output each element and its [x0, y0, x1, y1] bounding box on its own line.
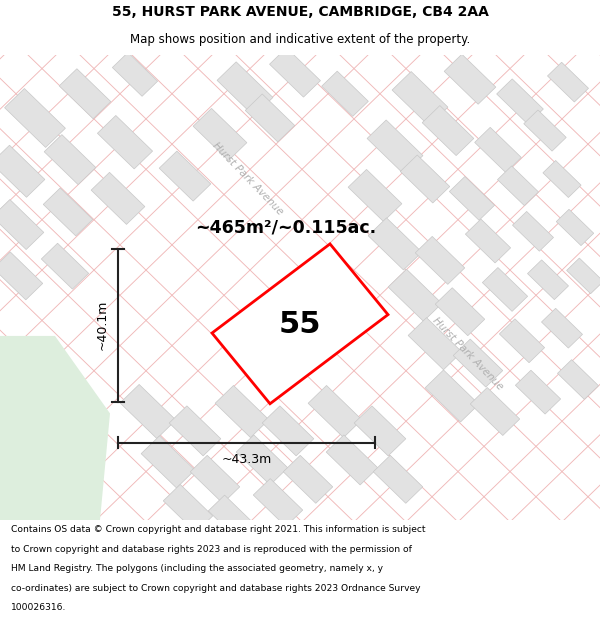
Polygon shape — [283, 456, 333, 503]
Text: Map shows position and indicative extent of the property.: Map shows position and indicative extent… — [130, 33, 470, 46]
Polygon shape — [541, 308, 583, 348]
Polygon shape — [543, 161, 581, 198]
Text: 100026316.: 100026316. — [11, 603, 66, 612]
Polygon shape — [556, 209, 594, 246]
Text: to Crown copyright and database rights 2023 and is reproduced with the permissio: to Crown copyright and database rights 2… — [11, 544, 412, 554]
Polygon shape — [269, 48, 320, 97]
Text: co-ordinates) are subject to Crown copyright and database rights 2023 Ordnance S: co-ordinates) are subject to Crown copyr… — [11, 584, 420, 592]
Polygon shape — [354, 406, 406, 456]
Polygon shape — [524, 110, 566, 151]
Text: ~465m²/~0.115ac.: ~465m²/~0.115ac. — [195, 218, 376, 236]
Polygon shape — [557, 359, 599, 399]
Polygon shape — [245, 94, 295, 142]
Polygon shape — [466, 219, 511, 263]
Polygon shape — [527, 260, 569, 299]
Polygon shape — [322, 71, 368, 116]
Polygon shape — [408, 318, 462, 370]
Polygon shape — [470, 388, 520, 436]
Polygon shape — [59, 69, 111, 119]
Polygon shape — [236, 435, 288, 485]
Text: ~43.3m: ~43.3m — [221, 454, 272, 466]
Polygon shape — [215, 386, 269, 438]
Polygon shape — [0, 336, 110, 520]
Polygon shape — [91, 173, 145, 224]
Polygon shape — [566, 258, 600, 294]
Polygon shape — [499, 319, 545, 362]
Polygon shape — [326, 435, 378, 485]
Polygon shape — [141, 436, 195, 488]
Polygon shape — [44, 134, 96, 184]
Polygon shape — [400, 155, 450, 203]
Polygon shape — [425, 370, 479, 422]
Polygon shape — [422, 106, 474, 156]
Polygon shape — [368, 218, 422, 270]
Polygon shape — [0, 199, 44, 249]
Polygon shape — [5, 89, 65, 148]
Polygon shape — [193, 108, 247, 161]
Polygon shape — [449, 176, 494, 220]
Text: Hurst Park Avenue: Hurst Park Avenue — [431, 315, 505, 392]
Polygon shape — [159, 151, 211, 201]
Polygon shape — [482, 268, 527, 311]
Polygon shape — [392, 71, 448, 126]
Polygon shape — [43, 188, 93, 236]
Polygon shape — [41, 243, 89, 289]
Polygon shape — [367, 120, 423, 174]
Polygon shape — [208, 495, 256, 541]
Polygon shape — [169, 406, 221, 456]
Polygon shape — [497, 166, 539, 206]
Polygon shape — [515, 370, 560, 414]
Polygon shape — [217, 62, 273, 116]
Text: 55: 55 — [279, 310, 321, 339]
Text: 55, HURST PARK AVENUE, CAMBRIDGE, CB4 2AA: 55, HURST PARK AVENUE, CAMBRIDGE, CB4 2A… — [112, 5, 488, 19]
Polygon shape — [512, 211, 554, 251]
Text: Hurst Park Avenue: Hurst Park Avenue — [211, 141, 285, 218]
Polygon shape — [388, 269, 442, 321]
Polygon shape — [348, 169, 402, 221]
Polygon shape — [253, 479, 303, 526]
Polygon shape — [190, 456, 240, 503]
Polygon shape — [120, 384, 176, 439]
Polygon shape — [453, 339, 503, 387]
Polygon shape — [435, 288, 485, 336]
Polygon shape — [0, 145, 45, 198]
Text: ~40.1m: ~40.1m — [95, 300, 109, 351]
Text: HM Land Registry. The polygons (including the associated geometry, namely x, y: HM Land Registry. The polygons (includin… — [11, 564, 383, 573]
Polygon shape — [308, 386, 362, 438]
Polygon shape — [444, 54, 496, 104]
Text: Contains OS data © Crown copyright and database right 2021. This information is : Contains OS data © Crown copyright and d… — [11, 525, 425, 534]
Polygon shape — [547, 62, 589, 102]
Polygon shape — [415, 236, 465, 284]
Polygon shape — [373, 456, 423, 503]
Polygon shape — [212, 244, 388, 404]
Polygon shape — [475, 127, 521, 172]
Polygon shape — [97, 116, 152, 169]
Polygon shape — [497, 79, 544, 124]
Polygon shape — [163, 484, 213, 532]
Polygon shape — [262, 406, 314, 456]
Polygon shape — [112, 52, 158, 96]
Polygon shape — [0, 252, 43, 300]
